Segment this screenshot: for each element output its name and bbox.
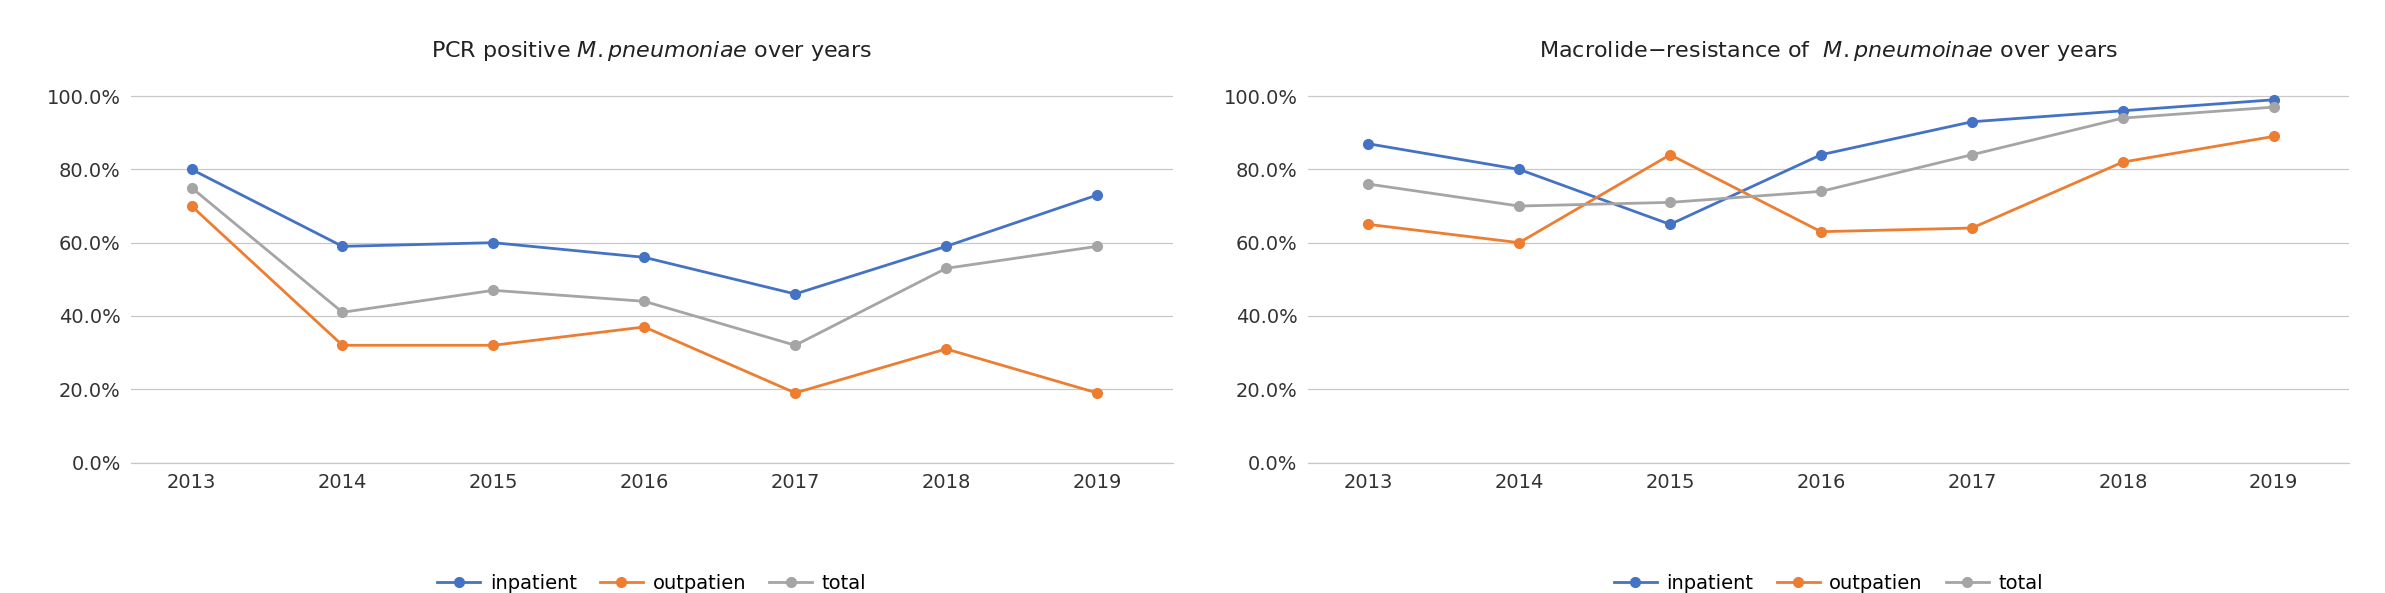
total (479, 287, 508, 294)
total (2108, 114, 2137, 122)
Line: inpatient: inpatient (1364, 95, 2278, 229)
outpatien (1655, 151, 1684, 158)
total (630, 298, 658, 305)
outpatien (2108, 158, 2137, 165)
outpatien (780, 390, 809, 397)
inpatient (1083, 192, 1111, 199)
outpatien (630, 323, 658, 330)
inpatient (1958, 118, 1987, 125)
Line: outpatien: outpatien (186, 201, 1102, 398)
total (176, 184, 205, 192)
inpatient (2259, 96, 2287, 103)
inpatient (2108, 107, 2137, 114)
outpatien (479, 342, 508, 349)
total (933, 264, 961, 272)
outpatien (2259, 133, 2287, 140)
Legend: inpatient, outpatien, total: inpatient, outpatien, total (429, 566, 875, 593)
outpatien (933, 345, 961, 352)
outpatien (1958, 225, 1987, 232)
total (780, 342, 809, 349)
inpatient (479, 239, 508, 246)
inpatient (1355, 140, 1383, 147)
outpatien (176, 202, 205, 209)
inpatient (933, 243, 961, 250)
outpatien (1083, 390, 1111, 397)
Legend: inpatient, outpatien, total: inpatient, outpatien, total (1605, 566, 2051, 593)
total (1958, 151, 1987, 158)
inpatient (329, 243, 358, 250)
inpatient (630, 254, 658, 261)
Line: total: total (1364, 102, 2278, 211)
Title: Macrolide−resistance of  $\it{M. pneumoinae}$ over years: Macrolide−resistance of $\it{M. pneumoin… (1538, 40, 2118, 63)
total (1355, 180, 1383, 187)
Line: total: total (186, 183, 1102, 350)
outpatien (329, 342, 358, 349)
inpatient (780, 291, 809, 298)
inpatient (1808, 151, 1836, 158)
total (1083, 243, 1111, 250)
inpatient (1505, 166, 1534, 173)
inpatient (1655, 221, 1684, 228)
total (1808, 188, 1836, 195)
Line: outpatien: outpatien (1364, 132, 2278, 247)
total (1505, 202, 1534, 209)
Line: inpatient: inpatient (186, 164, 1102, 299)
Title: PCR positive $\it{M. pneumoniae}$ over years: PCR positive $\it{M. pneumoniae}$ over y… (432, 40, 873, 63)
outpatien (1355, 221, 1383, 228)
inpatient (176, 166, 205, 173)
total (2259, 104, 2287, 111)
outpatien (1505, 239, 1534, 246)
total (1655, 199, 1684, 206)
outpatien (1808, 228, 1836, 235)
total (329, 309, 358, 316)
